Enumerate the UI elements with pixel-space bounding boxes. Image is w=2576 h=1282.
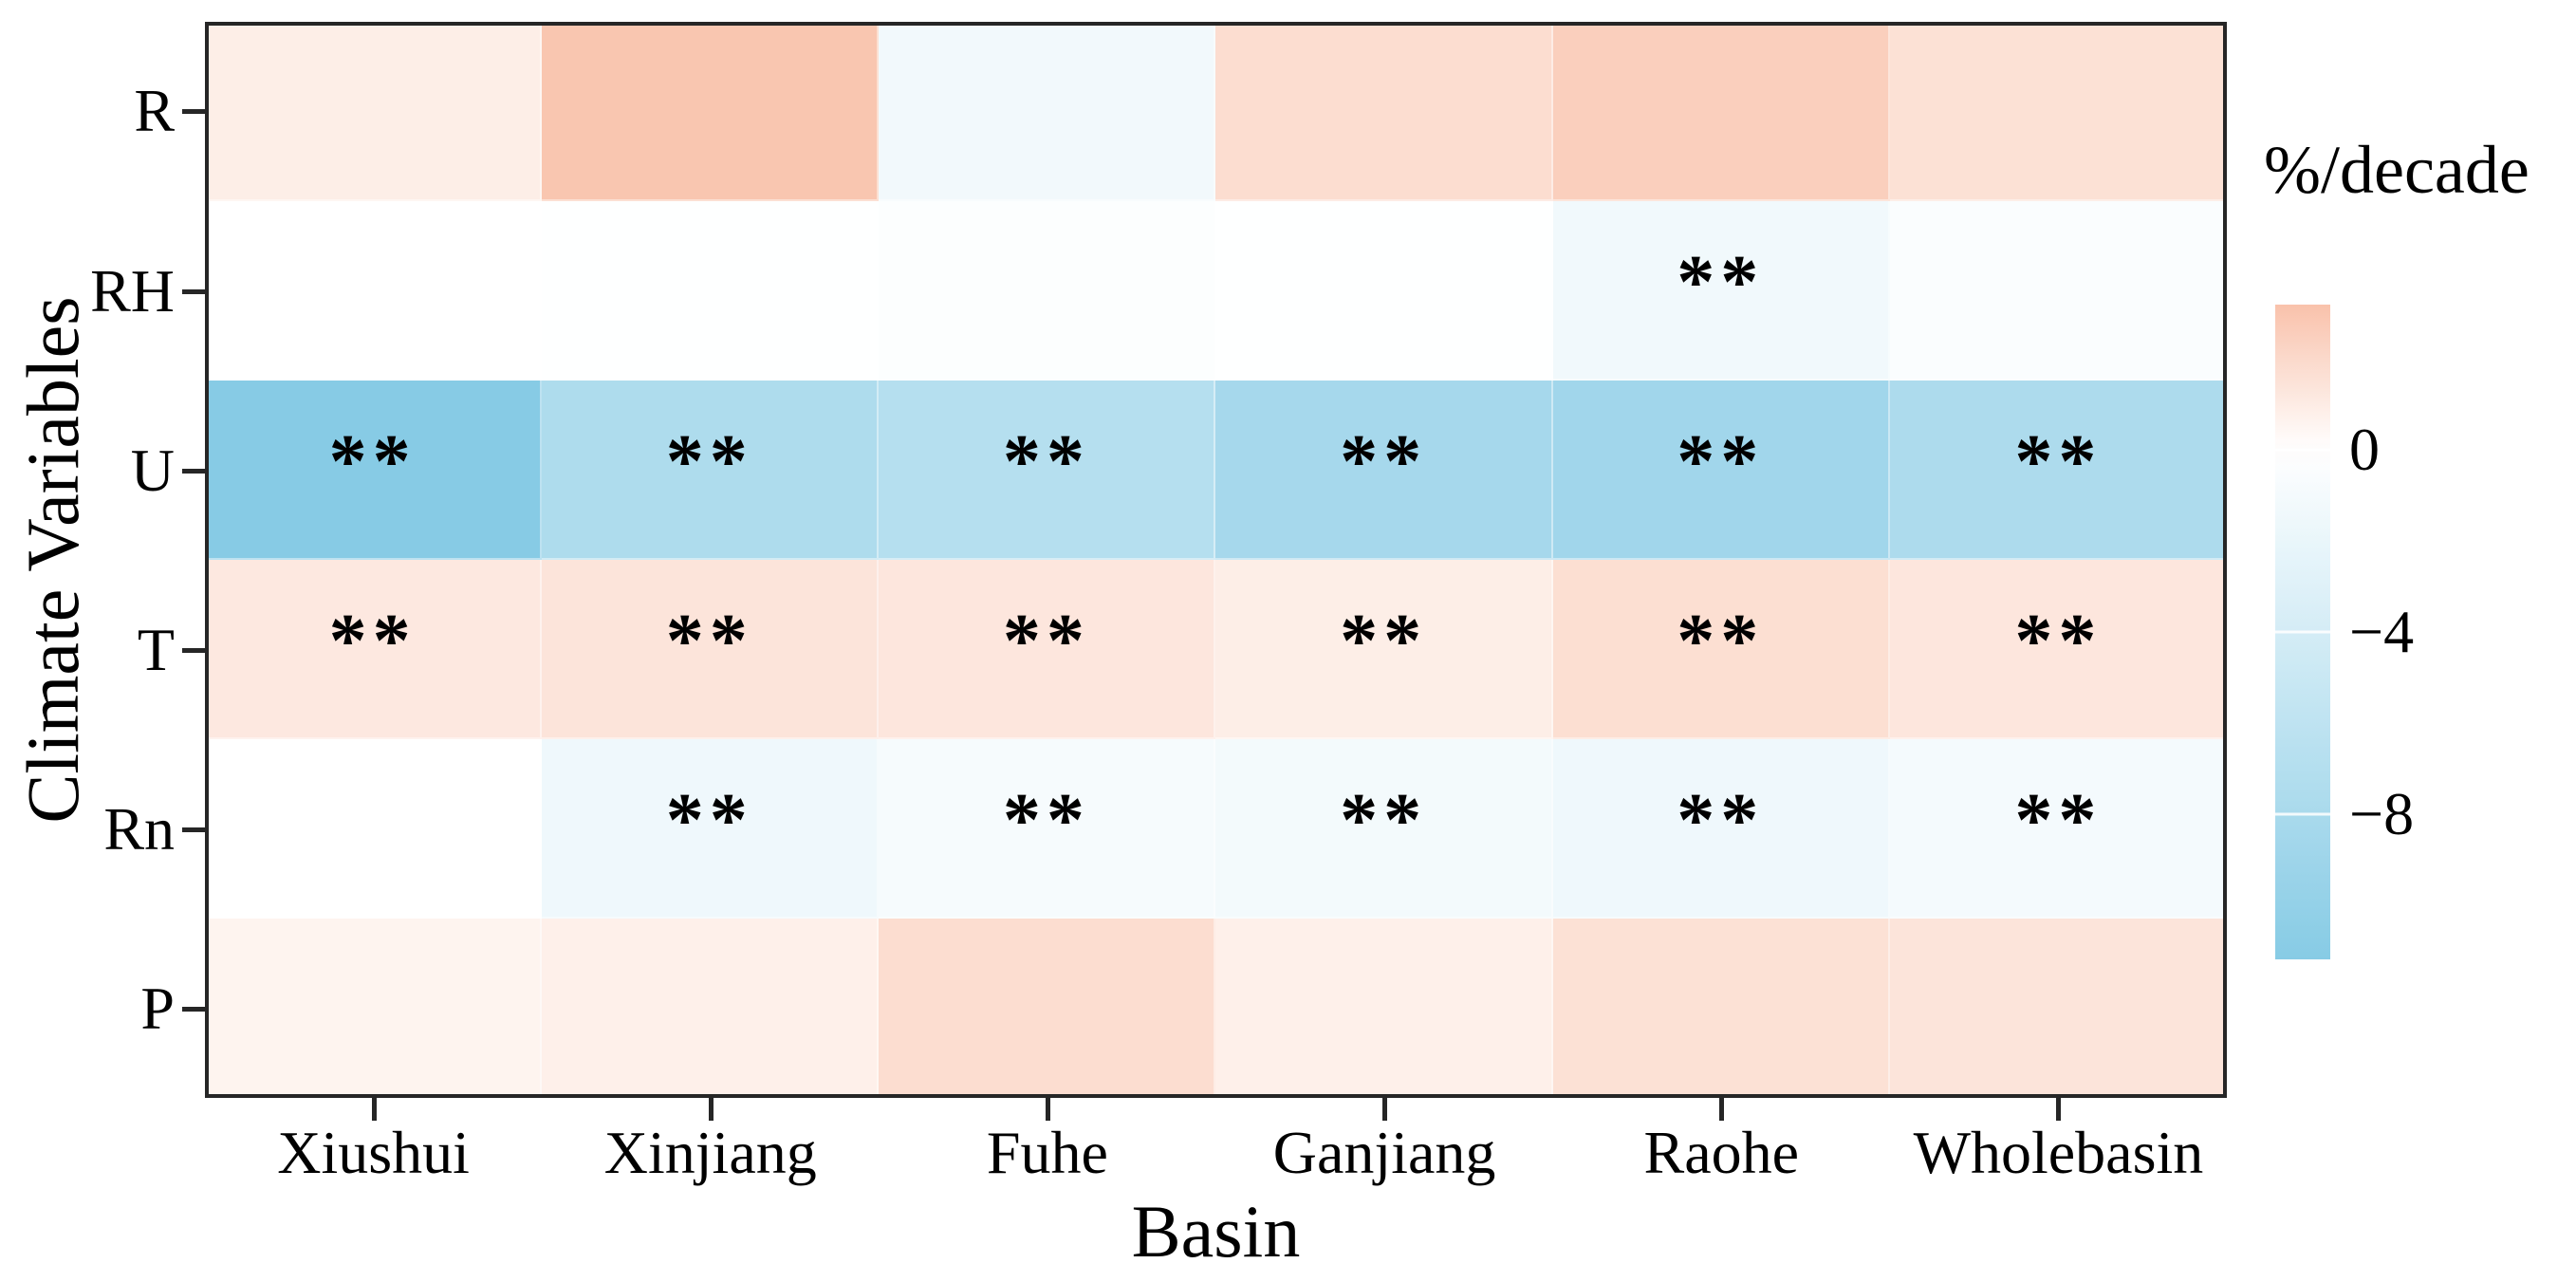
significance-marker: ** xyxy=(2014,599,2103,683)
x-axis-tick xyxy=(371,1098,377,1121)
significance-marker: ** xyxy=(328,599,417,683)
heatmap-cell: ** xyxy=(1215,560,1553,739)
heatmap-cell: ** xyxy=(1552,560,1890,739)
colorbar-title: %/decade xyxy=(2264,132,2530,208)
y-tick-label: RH xyxy=(90,256,175,325)
y-axis-tick xyxy=(182,647,205,653)
heatmap-cell xyxy=(879,919,1216,1098)
heatmap-grid: ** ** ** ** ** ** ** ** ** ** ** ** ** ** ** ** ** ** xyxy=(205,22,2227,1098)
heatmap-cell: ** xyxy=(1552,739,1890,919)
colorbar-tick xyxy=(2275,630,2330,634)
heatmap-cell xyxy=(1215,919,1553,1098)
x-axis-tick xyxy=(1045,1098,1050,1121)
heatmap-cell: ** xyxy=(879,381,1216,560)
heatmap-cell xyxy=(879,22,1216,201)
significance-marker: ** xyxy=(665,419,753,504)
colorbar-tick xyxy=(2275,448,2330,452)
y-tick-label: P xyxy=(140,974,175,1042)
colorbar-gradient xyxy=(2275,305,2330,959)
colorbar-tick xyxy=(2275,812,2330,816)
heatmap-cell: ** xyxy=(1215,739,1553,919)
heatmap-cell: ** xyxy=(1889,560,2227,739)
y-axis-tick-labels: R RH U T Rn P xyxy=(0,22,175,1098)
heatmap-plot: ** ** ** ** ** ** ** ** ** ** ** ** ** ** ** ** ** ** xyxy=(182,22,2227,1121)
y-axis-tick xyxy=(182,288,205,294)
heatmap-cell: ** xyxy=(205,381,543,560)
significance-marker: ** xyxy=(1340,419,1428,504)
y-axis-tick xyxy=(182,827,205,832)
x-axis-tick xyxy=(2056,1098,2062,1121)
significance-marker: ** xyxy=(1002,599,1090,683)
significance-marker: ** xyxy=(1340,599,1428,683)
significance-marker: ** xyxy=(2014,419,2103,504)
significance-marker: ** xyxy=(1677,599,1765,683)
heatmap-cell xyxy=(879,201,1216,381)
heatmap-cell xyxy=(205,201,543,381)
x-axis-tick xyxy=(708,1098,713,1121)
heatmap-cell: ** xyxy=(542,739,880,919)
significance-marker: ** xyxy=(1677,240,1765,325)
heatmap-cell xyxy=(1215,22,1553,201)
x-tick-label: Wholebasin xyxy=(1913,1119,2204,1186)
significance-marker: ** xyxy=(665,599,753,683)
heatmap-cell: ** xyxy=(879,739,1216,919)
heatmap-cell xyxy=(205,739,543,919)
y-tick-label: Rn xyxy=(103,794,175,863)
heatmap-cell xyxy=(205,919,543,1098)
colorbar-tick-label: −4 xyxy=(2349,598,2415,665)
significance-marker: ** xyxy=(665,778,753,863)
heatmap-cell: ** xyxy=(1552,201,1890,381)
y-axis-tick xyxy=(182,109,205,115)
x-axis-title: Basin xyxy=(1131,1190,1301,1273)
heatmap-cell xyxy=(542,201,880,381)
heatmap-cell xyxy=(542,22,880,201)
y-tick-label: T xyxy=(137,615,175,683)
x-tick-label: Xinjiang xyxy=(603,1119,817,1186)
x-tick-label: Ganjiang xyxy=(1272,1119,1496,1186)
significance-marker: ** xyxy=(1340,778,1428,863)
heatmap-cell xyxy=(542,919,880,1098)
significance-marker: ** xyxy=(328,419,417,504)
heatmap-cell xyxy=(1889,22,2227,201)
heatmap-cell xyxy=(205,22,543,201)
x-tick-label: Xiushui xyxy=(277,1119,470,1186)
heatmap-cell xyxy=(1552,919,1890,1098)
heatmap-cell: ** xyxy=(1889,381,2227,560)
significance-marker: ** xyxy=(1677,778,1765,863)
heatmap-cell: ** xyxy=(542,381,880,560)
x-tick-label: Fuhe xyxy=(986,1119,1108,1186)
heatmap-cell: ** xyxy=(1552,381,1890,560)
heatmap-cell: ** xyxy=(205,560,543,739)
y-tick-label: U xyxy=(130,436,175,504)
heatmap-cell: ** xyxy=(1889,739,2227,919)
y-axis-tick xyxy=(182,1006,205,1012)
x-axis-tick xyxy=(1382,1098,1388,1121)
heatmap-cell: ** xyxy=(1215,381,1553,560)
significance-marker: ** xyxy=(1002,419,1090,504)
significance-marker: ** xyxy=(2014,778,2103,863)
x-tick-label: Raohe xyxy=(1643,1119,1800,1186)
heatmap-cell xyxy=(1889,201,2227,381)
colorbar-tick-label: 0 xyxy=(2349,416,2380,484)
significance-marker: ** xyxy=(1677,419,1765,504)
x-axis-tick xyxy=(1719,1098,1725,1121)
colorbar-tick-label: −8 xyxy=(2349,779,2415,847)
significance-marker: ** xyxy=(1002,778,1090,863)
y-tick-label: R xyxy=(134,77,175,145)
heatmap-cell xyxy=(1552,22,1890,201)
x-axis-tick-labels: Xiushui Xinjiang Fuhe Ganjiang Raohe Wholebas… xyxy=(205,1118,2227,1194)
heatmap-cell xyxy=(1889,919,2227,1098)
heatmap-cell xyxy=(1215,201,1553,381)
heatmap-cell: ** xyxy=(879,560,1216,739)
y-axis-tick xyxy=(182,468,205,474)
heatmap-cell: ** xyxy=(542,560,880,739)
